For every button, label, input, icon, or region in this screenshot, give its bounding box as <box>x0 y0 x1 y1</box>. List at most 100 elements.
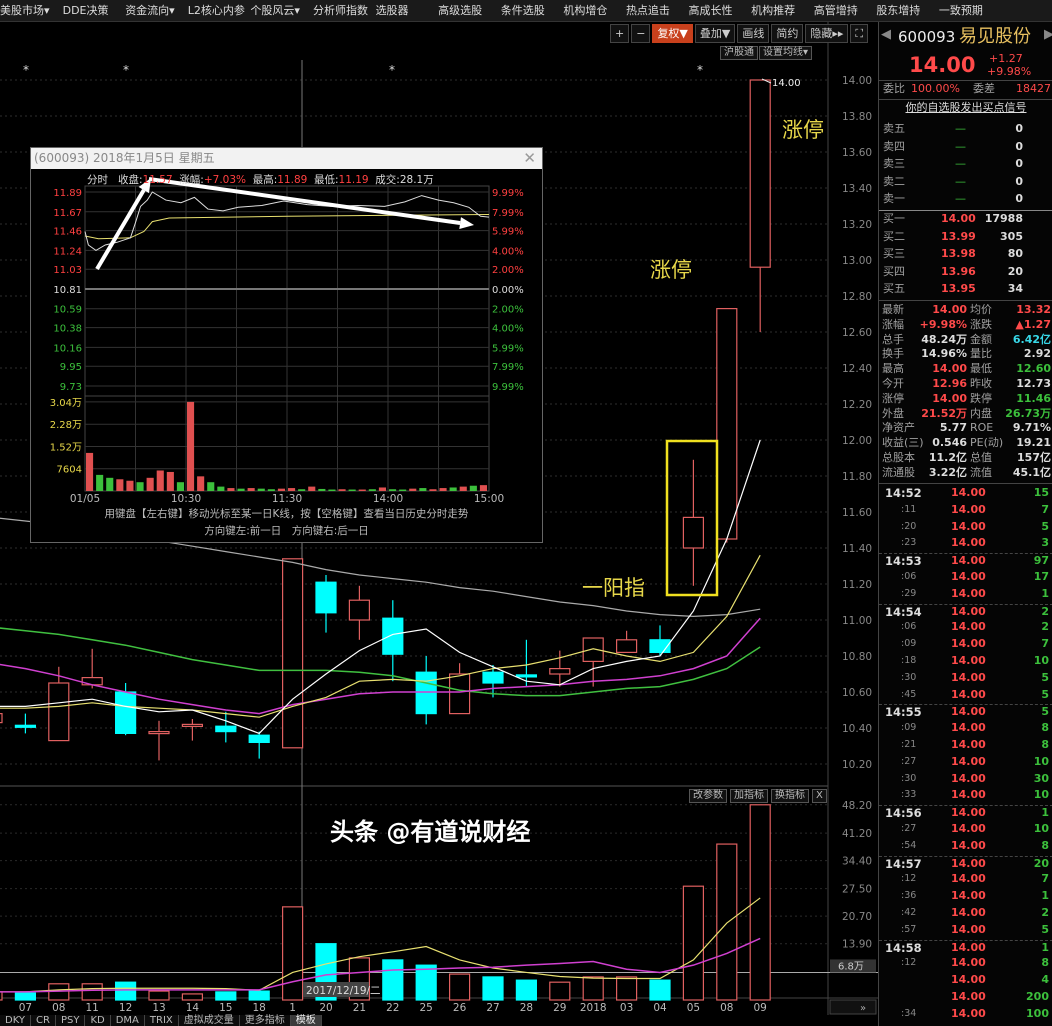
menu-item[interactable]: 高级选股 <box>438 4 483 17</box>
draw-line-button[interactable]: 画线 <box>737 24 770 43</box>
volume-bar[interactable] <box>181 993 203 1001</box>
candle-15[interactable] <box>215 711 237 743</box>
candle-05[interactable] <box>682 459 705 586</box>
ma-settings-dropdown[interactable]: 设置均线▾ <box>759 46 813 60</box>
change-params-button[interactable]: 改参数 <box>689 789 727 803</box>
kline-chart[interactable]: 14.00 13.80 13.60 13.40 13.20 13.00 12.80 12.60… <box>0 0 878 1026</box>
volume-bar[interactable] <box>716 843 738 1001</box>
candle-07[interactable] <box>14 713 36 734</box>
overlay-dropdown[interactable]: 叠加▼ <box>694 24 736 43</box>
scroll-right-button[interactable] <box>829 999 877 1015</box>
volume-bar[interactable] <box>482 976 504 1001</box>
volume-bar[interactable] <box>682 885 705 1001</box>
menu-item[interactable]: L2核心内参 <box>187 4 245 17</box>
indicator-tab[interactable]: 模板 <box>290 1015 322 1026</box>
candle-14[interactable] <box>181 719 203 741</box>
indicator-tab[interactable]: TRIX <box>144 1015 179 1026</box>
candle-09[interactable] <box>749 79 771 332</box>
zoom-in-button[interactable]: + <box>610 24 630 43</box>
candle-02[interactable] <box>582 637 604 687</box>
volume-bar[interactable] <box>382 959 404 1001</box>
indicator-tab[interactable]: PSY <box>55 1015 86 1026</box>
indicator-tab[interactable]: 虚拟成交量 <box>178 1015 240 1026</box>
candle-25[interactable] <box>415 656 437 725</box>
volume-bar[interactable] <box>114 981 137 1001</box>
hide-button[interactable]: 隐藏▸▸ <box>805 24 849 43</box>
popup-title-bar[interactable]: (600093) 2018年1月5日 星期五 ✕ <box>31 148 542 169</box>
candle-22[interactable] <box>382 600 404 682</box>
volume-bar[interactable] <box>549 981 571 1001</box>
fullscreen-icon[interactable]: ⛶ <box>850 24 869 43</box>
volume-bar[interactable] <box>582 976 604 1001</box>
volume-bar[interactable] <box>148 990 170 1001</box>
menu-item[interactable]: 美股市场▾ <box>0 4 50 17</box>
volume-bar[interactable] <box>81 983 103 1001</box>
volume-bar[interactable] <box>649 979 671 1001</box>
candle-20[interactable] <box>315 575 337 633</box>
menu-item[interactable]: 高成长性 <box>688 4 733 17</box>
tick-volume: 2 <box>1041 604 1049 618</box>
menu-item[interactable]: 股东增持 <box>876 4 921 17</box>
menu-item[interactable]: 条件选股 <box>500 4 545 17</box>
candle-28[interactable] <box>515 639 538 687</box>
stat-label: 涨停 <box>882 391 904 405</box>
switch-indicator-button[interactable]: 换指标 <box>771 789 809 803</box>
candle-03[interactable] <box>615 630 638 653</box>
candle-13[interactable] <box>148 720 170 761</box>
candle-06[interactable] <box>0 712 3 728</box>
volume-bar[interactable] <box>449 973 471 1001</box>
tick-row: :30 14.00 5 <box>879 671 1052 687</box>
volume-bar[interactable] <box>615 976 638 1001</box>
hgt-button[interactable]: 沪股通 <box>720 46 758 60</box>
volume-bar[interactable] <box>215 991 237 1001</box>
indicator-tab[interactable]: KD <box>85 1015 111 1026</box>
tick-volume: 1 <box>1041 586 1049 600</box>
simple-mode-button[interactable]: 简约 <box>771 24 804 43</box>
candle-21[interactable] <box>348 585 370 640</box>
candle-18[interactable] <box>248 731 270 759</box>
menu-item[interactable]: DDE决策 <box>62 4 109 17</box>
volume-bar[interactable] <box>749 804 771 1001</box>
menu-item[interactable]: 高管增持 <box>813 4 858 17</box>
volume-bar[interactable] <box>515 979 538 1001</box>
annotation-limit-up: 涨停 <box>650 258 692 282</box>
candle-26[interactable] <box>449 663 471 715</box>
menu-item[interactable]: 资金流向▾ <box>125 4 175 17</box>
fuquan-dropdown[interactable]: 复权▼ <box>652 24 693 43</box>
stat-value: 0.546 <box>932 436 967 450</box>
date-tick-label: 28 <box>520 1002 533 1014</box>
candle-08[interactable] <box>716 308 738 543</box>
menu-item[interactable]: 机构增仓 <box>563 4 608 17</box>
volume-bar[interactable] <box>415 964 437 1001</box>
buy-signal-link[interactable]: 你的自选股发出买点信号 <box>879 101 1052 117</box>
intraday-volume-bar <box>217 486 225 491</box>
candle-08[interactable] <box>48 666 70 742</box>
candle-29[interactable] <box>549 650 571 687</box>
menu-item[interactable]: 分析师指数 <box>312 4 368 17</box>
menu-item[interactable]: 机构推荐 <box>751 4 796 17</box>
candle-27[interactable] <box>482 665 504 698</box>
candle-04[interactable] <box>649 625 671 656</box>
next-stock-icon[interactable]: ▶ <box>1044 27 1052 42</box>
close-indicator-icon[interactable]: X <box>812 789 827 803</box>
volume-bar[interactable] <box>0 991 3 1001</box>
indicator-tab[interactable]: DKY <box>0 1015 32 1026</box>
prev-stock-icon[interactable]: ◀ <box>881 27 891 42</box>
volume-bar[interactable] <box>248 990 270 1001</box>
tick-volume: 8 <box>1041 956 1049 970</box>
indicator-tab[interactable]: 更多指标 <box>239 1015 291 1026</box>
indicator-tab[interactable]: CR <box>31 1015 56 1026</box>
zoom-out-button[interactable]: − <box>631 24 651 43</box>
add-indicator-button[interactable]: 加指标 <box>730 789 768 803</box>
volume-bar[interactable] <box>14 992 36 1001</box>
menu-item[interactable]: 选股器 <box>375 4 409 17</box>
buy-signal-text[interactable]: 你的自选股发出买点信号 <box>905 101 1027 114</box>
menu-item[interactable]: 个股风云▾ <box>250 4 300 17</box>
menu-item[interactable]: 热点追击 <box>625 4 670 17</box>
volume-bar[interactable] <box>282 906 304 1001</box>
menu-item[interactable]: 一致预期 <box>938 4 983 17</box>
candle-19[interactable] <box>282 558 304 749</box>
close-icon[interactable]: ✕ <box>523 149 536 167</box>
scroll-right-icon[interactable]: » <box>860 1003 866 1014</box>
indicator-tab[interactable]: DMA <box>110 1015 145 1026</box>
